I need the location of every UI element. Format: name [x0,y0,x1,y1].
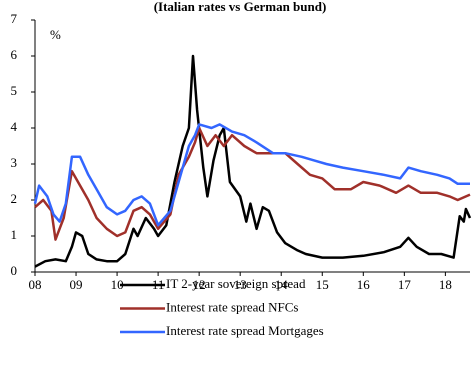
x-tick-label: 12 [193,277,206,292]
x-tick-label: 14 [275,277,289,292]
x-tick-label: 16 [357,277,371,292]
series-line [34,54,472,268]
x-tick-label: 10 [111,277,124,292]
legend-label: Interest rate spread Mortgages [166,323,324,338]
series-line [34,126,471,241]
x-tick-label: 17 [398,277,412,292]
y-tick-label: 7 [11,11,18,26]
x-tick-label: 18 [439,277,452,292]
x-tick-label: 08 [29,277,42,292]
y-tick-label: 1 [11,227,18,242]
y-tick-label: 0 [11,263,18,278]
y-tick-label: 4 [11,119,18,134]
legend-label: Interest rate spread NFCs [166,299,299,314]
y-tick-label: 5 [11,83,18,98]
series-line [33,123,470,227]
x-tick-label: 13 [234,277,247,292]
y-tick-label: 3 [11,155,18,170]
x-tick-label: 15 [316,277,329,292]
y-tick-label: 6 [11,47,18,62]
x-tick-label: 09 [70,277,83,292]
chart-title: (Italian rates vs German bund) [154,0,327,14]
legend-label: IT 2-year sovereign spread [166,276,306,291]
y-axis-label: % [50,27,61,42]
y-tick-label: 2 [11,191,18,206]
